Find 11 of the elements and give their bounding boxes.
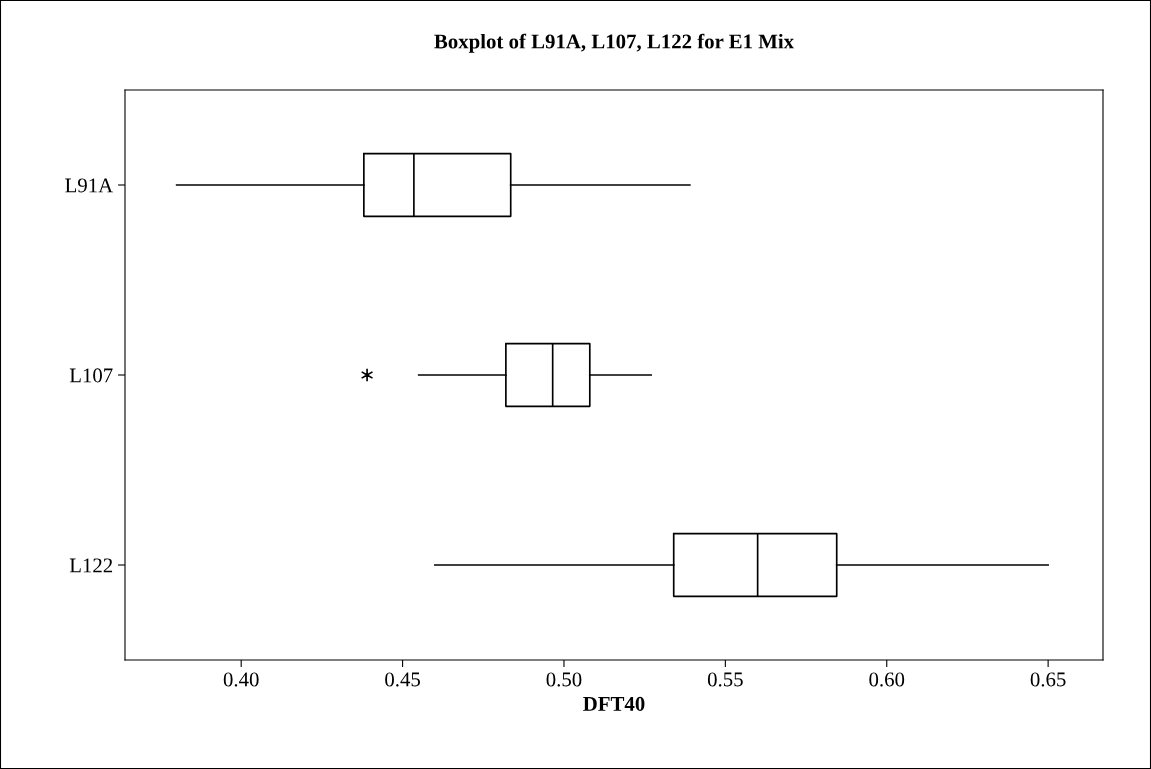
x-tick-label: 0.65 (1030, 672, 1066, 687)
x-tick-label: 0.45 (385, 672, 420, 687)
y-tick-label: L122 (69, 558, 113, 573)
x-tick-label: 0.55 (707, 672, 743, 687)
x-tick-label: 0.40 (223, 672, 259, 687)
y-tick-label: L91A (65, 178, 114, 193)
y-tick-label: L107 (69, 368, 113, 383)
x-tick-label: 0.50 (546, 672, 582, 687)
x-axis-title: DFT40 (583, 696, 645, 711)
x-tick-label: 0.60 (869, 672, 905, 687)
chart-title: Boxplot of L91A, L107, L122 for E1 Mix (434, 33, 794, 53)
